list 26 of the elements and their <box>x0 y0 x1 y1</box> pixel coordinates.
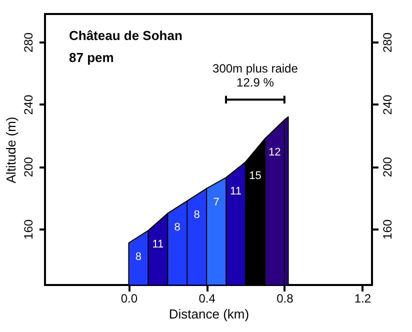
y-tick-label: 240 <box>22 94 36 115</box>
series-label: 15 <box>249 170 262 182</box>
series-label: 11 <box>230 186 242 198</box>
text: 87 pem <box>69 50 114 65</box>
series-label: 7 <box>213 196 220 208</box>
y-tick-label: 280 <box>22 32 36 53</box>
x-tick-label: 1.2 <box>354 292 372 306</box>
text: Château de Sohan <box>69 28 182 43</box>
y2-tick-label: 280 <box>380 32 394 53</box>
annotation: 300m plus raide <box>212 62 298 76</box>
series-label: 8 <box>194 208 200 221</box>
y2-tick-label: 200 <box>380 156 394 178</box>
x-tick-label: 0.0 <box>120 292 138 306</box>
y2-tick-label: 240 <box>380 94 394 115</box>
y-axis-title: Altitude (m) <box>4 116 18 184</box>
y-tick-label: 200 <box>22 156 36 178</box>
series-label: 11 <box>152 238 164 250</box>
series-label: 8 <box>135 250 142 263</box>
series-label: 8 <box>174 221 180 234</box>
annotation: 12.9 % <box>236 76 274 90</box>
x-tick-label: 0.4 <box>198 292 216 306</box>
y2-tick-label: 160 <box>380 219 394 240</box>
series-label: 12 <box>268 146 281 159</box>
x-axis-title: Distance (km) <box>168 306 250 322</box>
y-tick-label: 160 <box>22 219 36 240</box>
x-tick-label: 0.8 <box>276 292 294 306</box>
